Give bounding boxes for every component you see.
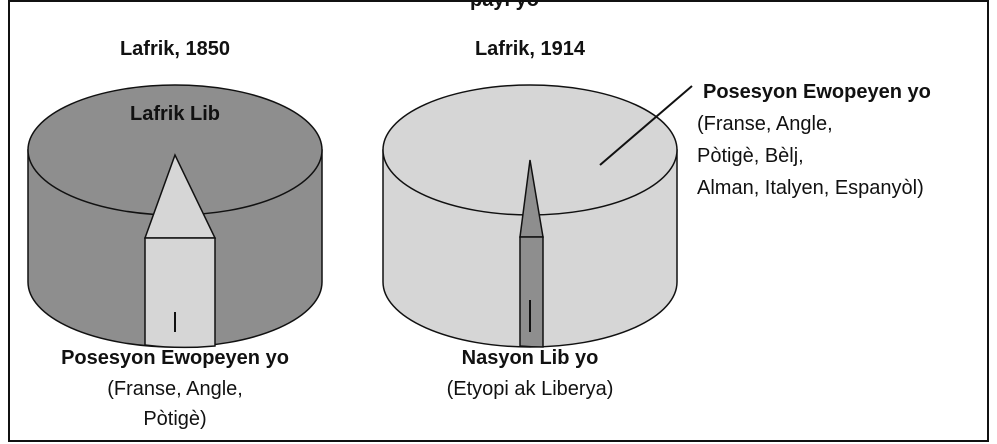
annotation-line: (Franse, Angle, <box>697 113 833 135</box>
annotation-line: Alman, Italyen, Espanyòl) <box>697 177 924 199</box>
leader-line <box>599 85 693 166</box>
caption-line: (Franse, Angle, <box>107 378 243 400</box>
caption-title: Posesyon Ewopeyen yo <box>61 347 289 369</box>
pie-1914 <box>382 84 678 348</box>
pie-1850 <box>27 84 323 349</box>
top-label: Lafrik Lib <box>130 103 220 125</box>
annotation-title: Posesyon Ewopeyen yo <box>703 81 931 103</box>
caption-title: Nasyon Lib yo <box>462 347 599 369</box>
heading: Lafrik, 1850 <box>120 38 230 60</box>
caption-line: Pòtigè) <box>143 408 206 430</box>
caption-line: (Etyopi ak Liberya) <box>447 378 614 400</box>
heading: Lafrik, 1914 <box>475 38 586 60</box>
title: payi yo <box>470 0 539 11</box>
annotation-line: Pòtigè, Bèlj, <box>697 145 804 167</box>
